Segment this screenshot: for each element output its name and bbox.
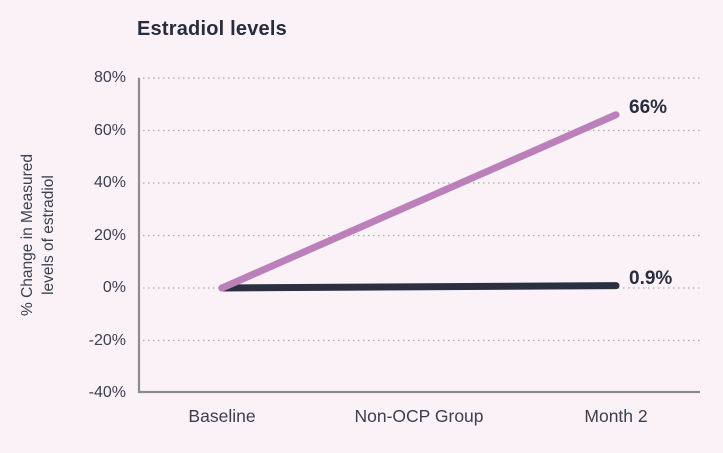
y-tick-label--20: -20% [88, 331, 126, 349]
series-end-label-purple: 66% [629, 96, 668, 118]
series-end-label-dark: 0.9% [629, 267, 673, 289]
chart-title: Estradiol levels [137, 18, 287, 40]
y-tick-label-0: 0% [102, 279, 126, 296]
y-tick-label-80: 80% [93, 69, 126, 86]
y-tick-label-60: 60% [93, 121, 126, 139]
series-line-purple [218, 111, 620, 292]
y-tick-label-40: 40% [93, 174, 126, 191]
x-category-label-baseline: Baseline [188, 406, 256, 426]
y-tick-label--40: -40% [88, 384, 126, 401]
series-line-dark [218, 282, 620, 292]
x-category-label-month-2: Month 2 [584, 406, 648, 426]
y-tick-label-20: 20% [93, 226, 126, 244]
x-category-label-non-ocp-group: Non-OCP Group [354, 406, 484, 426]
